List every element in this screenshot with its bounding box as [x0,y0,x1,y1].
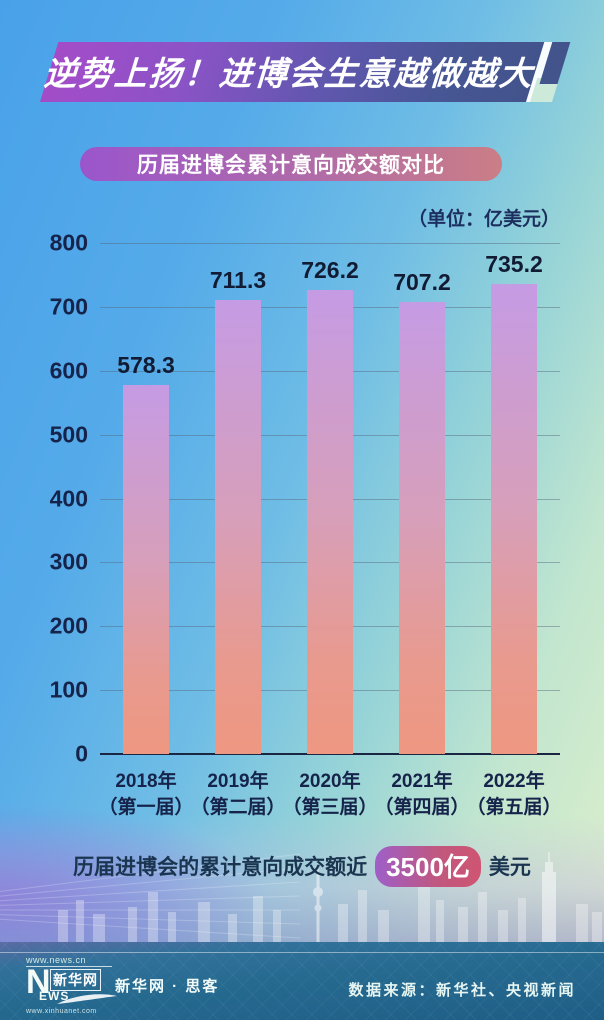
bar-value-label: 711.3 [209,266,267,293]
chart-subtitle-pill: 历届进博会累计意向成交额对比 [80,147,502,181]
y-tick-label: 500 [49,421,88,448]
bar-2019年 [215,299,261,754]
plot-area: 0 100 200 300 400 500 600 700 800 578.3 2018年 （第一届）… [50,230,562,819]
y-tick-label: 600 [49,357,88,384]
footer-tagline: 新华网 · 思客 [115,978,220,995]
y-tick-label: 200 [49,612,88,639]
x-tick-session: （第二届） [190,797,286,818]
x-tick-year: 2020年 [299,771,361,792]
x-tick-year: 2022年 [483,771,545,792]
x-axis-line [100,753,560,755]
x-tick-session: （第四届） [374,797,470,818]
summary-value-badge: 3500亿 [375,845,481,887]
chart-subtitle: 历届进博会累计意向成交额对比 [137,154,445,177]
footer-divider [0,952,604,953]
x-tick-year: 2021年 [391,771,453,792]
logo-mark: N 新华网 EWS [26,963,126,1007]
logo-swoosh-icon [57,994,117,1004]
y-tick-label: 300 [49,548,88,575]
summary-row: 历届进博会的累计意向成交额近 3500亿 美元 [0,845,604,887]
bar-2021年 [399,302,445,754]
y-tick-label: 0 [75,740,88,767]
bar-2022年 [491,284,537,754]
y-tick-label: 400 [49,485,88,511]
title-banner: 逆势上扬！进博会生意越做越大 [40,42,571,102]
y-tick-label: 100 [49,676,88,703]
summary-prefix: 历届进博会的累计意向成交额近 [73,856,368,879]
unit-label: （单位：亿美元） [407,209,560,230]
y-tick-label: 800 [49,229,88,256]
logo-url-top: www.news.cn [26,955,112,967]
skyline-decoration [0,852,602,948]
xinhuanet-logo: www.news.cn N 新华网 EWS www.xinhuanet.com [26,955,126,1015]
x-tick-session: （第一届） [98,797,194,818]
data-source: 数据来源：新华社、央视新闻 [348,982,576,999]
page-title: 逆势上扬！进博会生意越做越大 [41,55,543,92]
y-tick-label: 700 [49,293,88,320]
bar-2018年 [123,384,169,754]
x-tick-year: 2018年 [115,771,177,792]
summary-suffix: 美元 [488,856,531,879]
bar-2020年 [307,290,353,754]
logo-boxed-name: 新华网 [50,969,101,991]
x-tick-year: 2019年 [207,771,269,792]
gridline-800 [100,243,560,244]
title-banner-ribbon: 逆势上扬！进博会生意越做越大 [40,42,545,102]
logo-url-bottom: www.xinhuanet.com [26,1008,97,1015]
footer: www.news.cn N 新华网 EWS www.xinhuanet.com … [0,942,604,1020]
x-tick-session: （第五届） [466,797,562,818]
x-tick-session: （第三届） [282,797,378,818]
bar-value-label: 735.2 [485,251,543,278]
logo-letters-ews: EWS [39,989,70,1003]
bar-value-label: 578.3 [117,351,175,378]
bar-value-label: 726.2 [301,257,359,284]
logo-letter-n: N [26,963,51,1001]
bar-value-label: 707.2 [393,269,451,296]
